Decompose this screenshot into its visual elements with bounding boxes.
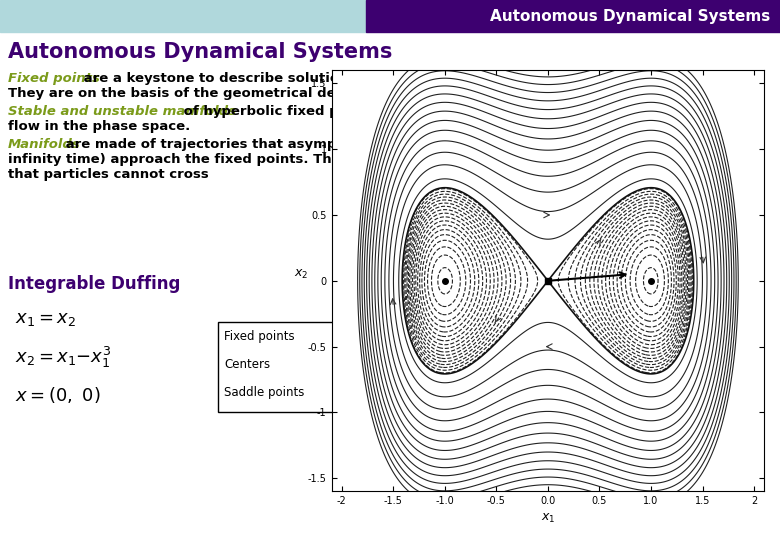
Bar <box>0 0 366 32</box>
Text: Stable and unstable manifolds: Stable and unstable manifolds <box>8 105 236 118</box>
Text: infinity time) approach the fixed points. They are barriers to transport: infinity time) approach the fixed points… <box>8 153 538 166</box>
Text: Integrable Duffing: Integrable Duffing <box>8 275 180 293</box>
Text: Manifolds: Manifolds <box>8 138 81 151</box>
Text: Fixed points: Fixed points <box>8 72 100 85</box>
Text: are made of trajectories that asymptotically (in plus or minus: are made of trajectories that asymptotic… <box>61 138 529 151</box>
Bar <box>366 0 780 32</box>
Y-axis label: $x_2$: $x_2$ <box>294 268 308 281</box>
Text: Autonomous Dynamical Systems: Autonomous Dynamical Systems <box>490 9 770 24</box>
Bar <box>218 322 358 412</box>
Text: $\it{x_1}$$\it{= x_2}$: $\it{x_1}$$\it{= x_2}$ <box>15 310 76 328</box>
Text: Saddle points: Saddle points <box>224 386 304 399</box>
Text: They are on the basis of the geometrical description of the flow.: They are on the basis of the geometrical… <box>8 87 491 100</box>
Text: $\it{x= (0,\ 0)}$: $\it{x= (0,\ 0)}$ <box>15 385 101 405</box>
Text: of hyperbolic fixed points  organize the: of hyperbolic fixed points organize the <box>179 105 480 118</box>
Text: $\it{x_2}$$\it{= x_1}$$\it{-x_1^3}$: $\it{x_2}$$\it{= x_1}$$\it{-x_1^3}$ <box>15 345 112 370</box>
X-axis label: $x_1$: $x_1$ <box>541 512 555 525</box>
Text: are a keystone to describe solutions in autonomous DS.: are a keystone to describe solutions in … <box>79 72 503 85</box>
Text: that particles cannot cross: that particles cannot cross <box>8 168 209 181</box>
Text: flow in the phase space.: flow in the phase space. <box>8 120 190 133</box>
Text: Autonomous Dynamical Systems: Autonomous Dynamical Systems <box>8 42 392 62</box>
Text: Fixed points: Fixed points <box>224 330 295 343</box>
Text: Centers: Centers <box>224 358 270 371</box>
